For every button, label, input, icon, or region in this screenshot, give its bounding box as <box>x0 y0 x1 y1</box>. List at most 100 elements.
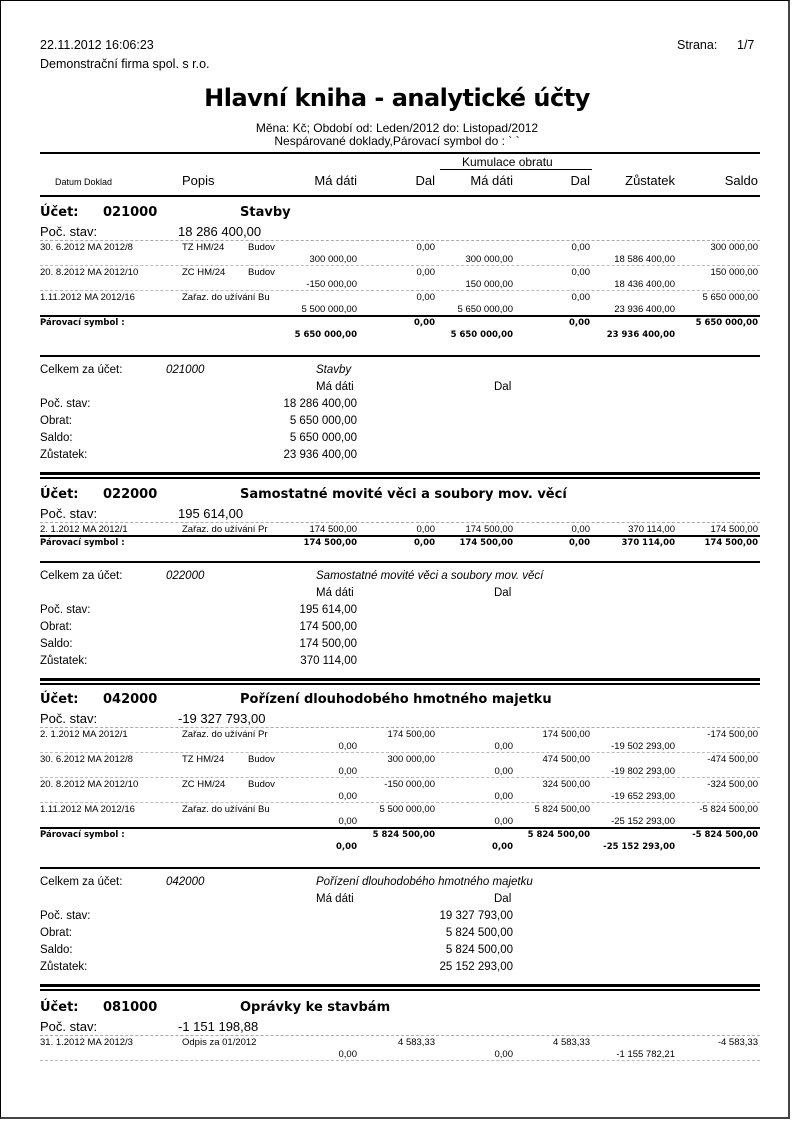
account-label: Účet: <box>40 1000 79 1015</box>
row-date-doc: 1.11.2012 MA 2012/16 <box>40 804 135 815</box>
total-md-header: Má dáti <box>316 893 354 905</box>
col-md: Má dáti <box>314 173 357 188</box>
total-account-name: Stavby <box>316 364 352 376</box>
total-turnover-value: 174 500,00 <box>299 621 357 633</box>
ledger-row[interactable]: 1.11.2012 MA 2012/16 Zařaz. do užívání Bu… <box>40 291 760 317</box>
pairing-cum-md: 174 500,00 <box>459 538 513 548</box>
total-dal-header: Dal <box>494 587 512 599</box>
row-cum-md: 300 000,00 <box>465 254 513 265</box>
pairing-totals: Párovací symbol : 5 824 500,00 5 824 500,0… <box>40 829 760 855</box>
total-dal-header: Dal <box>494 893 512 905</box>
row-cum-dal: 0,00 <box>571 524 591 535</box>
total-opening-value: 18 286 400,00 <box>283 398 357 410</box>
total-saldo-value: 5 824 500,00 <box>445 944 513 956</box>
row-saldo: -174 500,00 <box>707 729 758 740</box>
row-zustatek: -1 155 782,21 <box>616 1049 675 1060</box>
row-zustatek: 18 586 400,00 <box>614 254 675 265</box>
total-account-number: 022000 <box>166 570 205 582</box>
account-label: Účet: <box>40 692 79 707</box>
pairing-label: Párovací symbol : <box>40 830 125 840</box>
account-name: Stavby <box>240 205 291 220</box>
total-saldo-value: 5 650 000,00 <box>289 432 357 444</box>
row-md: 300 000,00 <box>309 254 357 265</box>
account-header: Účet: 021000 Stavby <box>40 203 760 223</box>
ledger-row[interactable]: 30. 6.2012 MA 2012/8 TZ HM/24 Budov 0,00 0,0… <box>40 241 760 266</box>
ledger-row[interactable]: 1.11.2012 MA 2012/16 Zařaz. do užívání Bu… <box>40 803 760 829</box>
pairing-zustatek: 23 936 400,00 <box>606 330 675 340</box>
pairing-totals: Párovací symbol : 0,00 0,00 5 650 000,00 5 6… <box>40 317 760 343</box>
total-turnover-label: Obrat: <box>40 621 72 633</box>
opening-balance-label: Poč. stav: <box>40 224 98 239</box>
row-date-doc: 1.11.2012 MA 2012/16 <box>40 292 135 303</box>
row-cum-dal: 4 583,33 <box>553 1037 590 1048</box>
row-popis: TZ HM/24 <box>182 754 225 765</box>
account-name: Pořízení dlouhodobého hmotného majetku <box>240 692 552 707</box>
row-md: 0,00 <box>338 741 358 752</box>
total-turnover-label: Obrat: <box>40 415 72 427</box>
total-account-name: Samostatné movité věci a soubory mov. vě… <box>316 570 544 582</box>
row-zustatek: -19 652 293,00 <box>611 791 675 802</box>
section-double-divider <box>40 472 760 479</box>
opening-balance-label: Poč. stav: <box>40 1019 98 1034</box>
ledger-row[interactable]: 30. 6.2012 MA 2012/8 TZ HM/24 Budov 300 000… <box>40 753 760 778</box>
row-dal: 174 500,00 <box>387 729 435 740</box>
total-turnover-value: 5 824 500,00 <box>445 927 513 939</box>
total-opening-label: Poč. stav: <box>40 604 91 616</box>
total-md-header: Má dáti <box>316 587 354 599</box>
total-saldo-label: Saldo: <box>40 944 73 956</box>
pairing-dal: 5 824 500,00 <box>372 830 435 840</box>
row-dal: 0,00 <box>416 524 436 535</box>
total-opening-value: 195 614,00 <box>299 604 357 616</box>
row-dal: 0,00 <box>416 267 436 278</box>
pairing-cum-dal: 0,00 <box>569 318 590 328</box>
print-datetime: 22.11.2012 16:06:23 <box>40 38 154 52</box>
ledger-row[interactable]: 20. 8.2012 MA 2012/10 ZC HM/24 Budov -150 0… <box>40 778 760 803</box>
row-description: Budov <box>248 267 275 278</box>
account-name: Oprávky ke stavbám <box>240 1000 391 1015</box>
row-popis: ZC HM/24 <box>182 779 226 790</box>
row-cum-md: 174 500,00 <box>465 524 513 535</box>
page-label: Strana: <box>677 38 718 52</box>
total-md-header: Má dáti <box>316 381 354 393</box>
row-date-doc: 2. 1.2012 MA 2012/1 <box>40 524 128 535</box>
opening-balance-value: 195 614,00 <box>178 506 244 521</box>
ledger-row[interactable]: 31. 1.2012 MA 2012/3 Odpis za 01/2012 4 58… <box>40 1036 760 1061</box>
row-md: 0,00 <box>338 791 358 802</box>
total-label: Celkem za účet: <box>40 364 123 376</box>
row-md: 0,00 <box>338 1049 358 1060</box>
row-dal: -150 000,00 <box>384 779 435 790</box>
ledger-row[interactable]: 20. 8.2012 MA 2012/10 ZC HM/24 Budov 0,00 0,… <box>40 266 760 291</box>
row-cum-dal: 0,00 <box>571 292 591 303</box>
row-popis: Zařaz. do užívání Bu <box>182 292 270 303</box>
total-opening-label: Poč. stav: <box>40 910 91 922</box>
account-label: Účet: <box>40 205 79 220</box>
col-cum-md: Má dáti <box>470 173 513 188</box>
row-saldo: 174 500,00 <box>710 524 758 535</box>
total-opening-value: 19 327 793,00 <box>439 910 513 922</box>
total-account-name: Pořízení dlouhodobého hmotného majetku <box>316 876 533 888</box>
row-zustatek: -19 802 293,00 <box>611 766 675 777</box>
row-popis: Zařaz. do užívání Bu <box>182 804 270 815</box>
row-cum-dal: 0,00 <box>571 267 591 278</box>
ledger-row[interactable]: 2. 1.2012 MA 2012/1 Zařaz. do užívání Pr 0… <box>40 523 760 537</box>
pairing-cum-dal: 0,00 <box>569 538 590 548</box>
row-dal: 4 583,33 <box>398 1037 435 1048</box>
row-md: 5 500 000,00 <box>301 304 357 315</box>
total-balance-label: Zůstatek: <box>40 961 88 973</box>
col-saldo: Saldo <box>724 173 758 188</box>
row-md: 0,00 <box>338 766 358 777</box>
row-date-doc: 2. 1.2012 MA 2012/1 <box>40 729 128 740</box>
row-description: Budov <box>248 779 275 790</box>
report-subtitle-filter: Nespárované doklady,Párovací symbol do :… <box>274 134 520 148</box>
row-cum-md: 0,00 <box>494 1049 514 1060</box>
pairing-saldo: -5 824 500,00 <box>692 830 758 840</box>
row-cum-md: 150 000,00 <box>465 279 513 290</box>
ledger-row[interactable]: 2. 1.2012 MA 2012/1 Zařaz. do užívání Pr 1… <box>40 728 760 753</box>
row-dal: 0,00 <box>416 292 436 303</box>
account-name: Samostatné movité věci a soubory mov. vě… <box>240 487 567 502</box>
row-saldo: -324 500,00 <box>707 779 758 790</box>
total-label: Celkem za účet: <box>40 876 123 888</box>
row-zustatek: -19 502 293,00 <box>611 741 675 752</box>
